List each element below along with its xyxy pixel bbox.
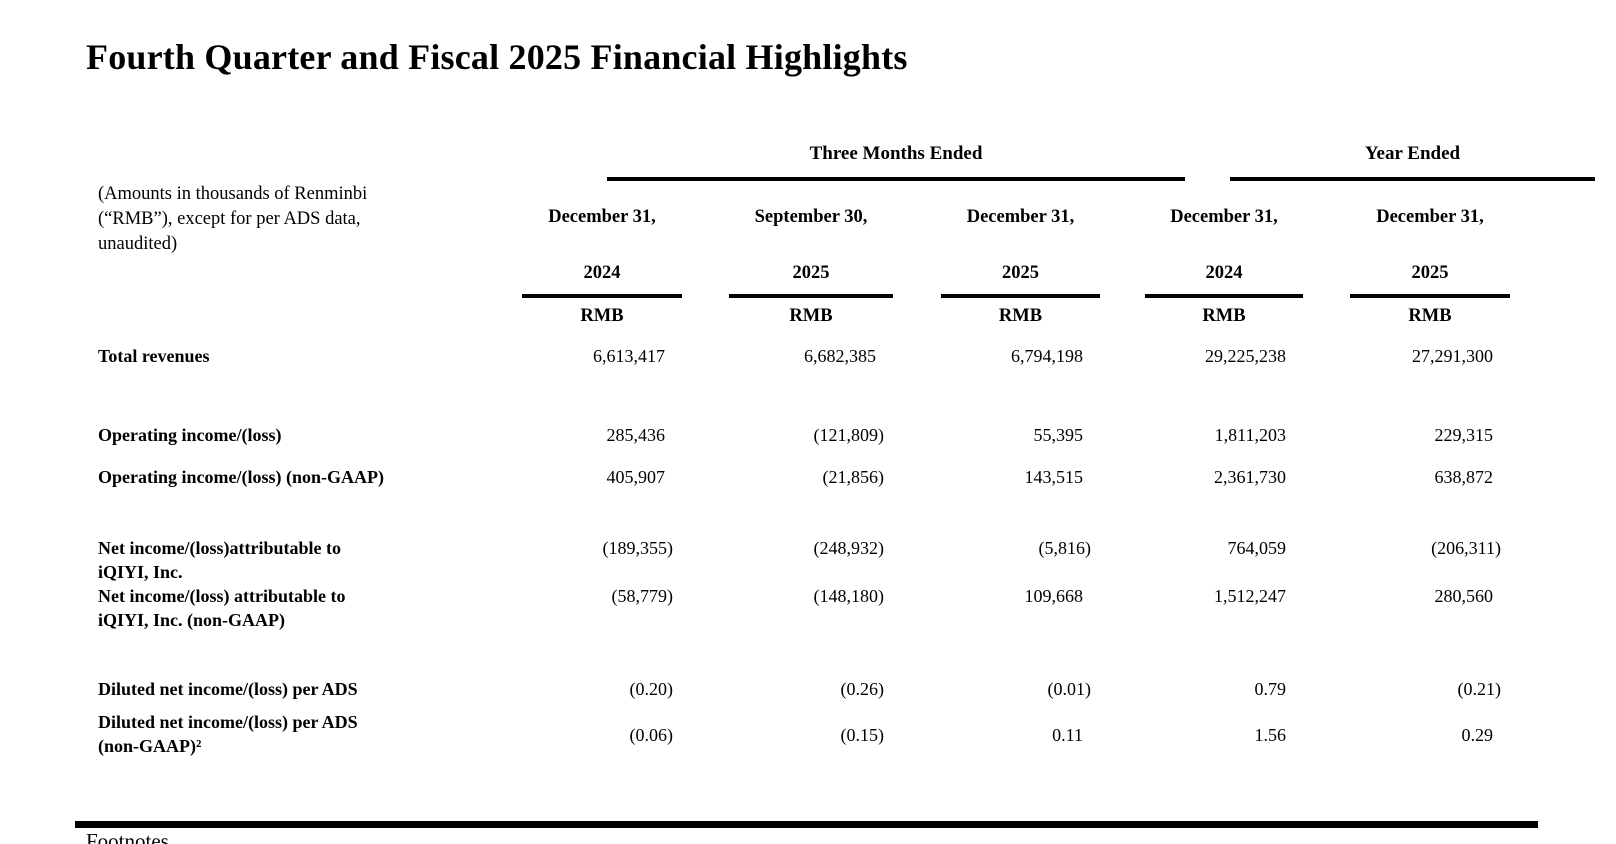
column-header-year-row: 2024 2025 2025 2024 2025 bbox=[85, 261, 1510, 313]
column-header-unit: RMB bbox=[1408, 306, 1452, 326]
column-header-unit: RMB bbox=[789, 306, 833, 326]
table-row-operating-income-non-gaap: Operating income/(loss) (non-GAAP) 405,9… bbox=[85, 465, 1510, 517]
cell-value: 405,907 bbox=[606, 467, 666, 487]
cell-value: 280,560 bbox=[1434, 586, 1494, 606]
column-header-year: 2025 bbox=[1350, 261, 1510, 298]
cell-value: (248,932) bbox=[813, 538, 885, 558]
section-divider-rule bbox=[75, 821, 1538, 828]
cell-value: (0.01) bbox=[1047, 679, 1092, 699]
cell-value: (0.26) bbox=[840, 679, 885, 699]
cell-value: (0.15) bbox=[840, 725, 885, 745]
cell-value: 1,811,203 bbox=[1214, 425, 1286, 445]
cell-value: (5,816) bbox=[1038, 538, 1092, 558]
cell-value: 0.11 bbox=[1052, 725, 1083, 745]
cell-value: 29,225,238 bbox=[1205, 346, 1286, 366]
row-label: Net income/(loss) attributable to iQIYI,… bbox=[98, 586, 346, 630]
cell-value: 0.29 bbox=[1461, 725, 1494, 745]
group-header-three-months-ended: Three Months Ended bbox=[607, 141, 1185, 181]
table-row-net-income-attributable: Net income/(loss)attributable to iQIYI, … bbox=[85, 536, 1510, 588]
row-label: Operating income/(loss) (non-GAAP) bbox=[98, 467, 384, 487]
cell-value: (0.20) bbox=[629, 679, 674, 699]
cell-value: 6,794,198 bbox=[1011, 346, 1083, 366]
table-row-diluted-per-ads-non-gaap: Diluted net income/(loss) per ADS (non-G… bbox=[85, 710, 1510, 762]
row-label: Total revenues bbox=[98, 346, 210, 366]
column-header-month: December 31, bbox=[966, 207, 1075, 227]
column-header-month: December 31, bbox=[548, 207, 656, 227]
cell-value: 1,512,247 bbox=[1214, 586, 1286, 606]
cell-value: 6,682,385 bbox=[804, 346, 876, 366]
row-label: Operating income/(loss) bbox=[98, 425, 282, 445]
footnotes-heading: Footnotes bbox=[86, 829, 169, 844]
cell-value: 6,613,417 bbox=[593, 346, 665, 366]
table-row-net-income-attributable-non-gaap: Net income/(loss) attributable to iQIYI,… bbox=[85, 584, 1510, 636]
column-header-month: December 31, bbox=[1376, 207, 1484, 227]
column-header-year: 2024 bbox=[522, 261, 682, 298]
column-header-month: December 31, bbox=[1170, 207, 1278, 227]
cell-value: 55,395 bbox=[1033, 425, 1084, 445]
cell-value: 109,668 bbox=[1024, 586, 1084, 606]
column-header-month: September 30, bbox=[754, 207, 868, 227]
cell-value: 285,436 bbox=[606, 425, 666, 445]
table-row-operating-income: Operating income/(loss) 285,436 (121,809… bbox=[85, 423, 1510, 475]
cell-value: 1.56 bbox=[1254, 725, 1287, 745]
row-label: Diluted net income/(loss) per ADS (non-G… bbox=[98, 712, 358, 756]
cell-value: (206,311) bbox=[1431, 538, 1501, 558]
cell-value: 143,515 bbox=[1024, 467, 1084, 487]
cell-value: (0.06) bbox=[629, 725, 674, 745]
cell-value: 638,872 bbox=[1434, 467, 1494, 487]
cell-value: (121,809) bbox=[813, 425, 885, 445]
column-header-unit: RMB bbox=[998, 306, 1043, 326]
cell-value: 764,059 bbox=[1227, 538, 1287, 558]
column-header-year: 2025 bbox=[941, 261, 1100, 298]
group-header-year-ended: Year Ended bbox=[1230, 141, 1595, 181]
row-label: Diluted net income/(loss) per ADS bbox=[98, 679, 358, 699]
cell-value: (58,779) bbox=[611, 586, 674, 606]
row-label: Net income/(loss)attributable to iQIYI, … bbox=[98, 538, 341, 582]
column-header-year: 2025 bbox=[729, 261, 893, 298]
cell-value: 229,315 bbox=[1434, 425, 1494, 445]
table-row-diluted-per-ads: Diluted net income/(loss) per ADS (0.20)… bbox=[85, 677, 1510, 729]
column-header-unit: RMB bbox=[580, 306, 624, 326]
column-header-unit-row: RMB RMB RMB RMB RMB bbox=[85, 304, 1510, 356]
table-row-total-revenues: Total revenues 6,613,417 6,682,385 6,794… bbox=[85, 344, 1510, 396]
cell-value: (148,180) bbox=[813, 586, 885, 606]
cell-value: (0.21) bbox=[1457, 679, 1502, 699]
column-header-year: 2024 bbox=[1145, 261, 1303, 298]
amounts-note: (Amounts in thousands of Renminbi (“RMB”… bbox=[98, 184, 368, 254]
page-title: Fourth Quarter and Fiscal 2025 Financial… bbox=[86, 37, 908, 77]
cell-value: 27,291,300 bbox=[1412, 346, 1493, 366]
cell-value: 0.79 bbox=[1254, 679, 1287, 699]
cell-value: (21,856) bbox=[822, 467, 885, 487]
cell-value: (189,355) bbox=[602, 538, 674, 558]
column-header-unit: RMB bbox=[1202, 306, 1246, 326]
cell-value: 2,361,730 bbox=[1214, 467, 1286, 487]
column-header-month-row: December 31, September 30, December 31, … bbox=[85, 205, 1510, 257]
